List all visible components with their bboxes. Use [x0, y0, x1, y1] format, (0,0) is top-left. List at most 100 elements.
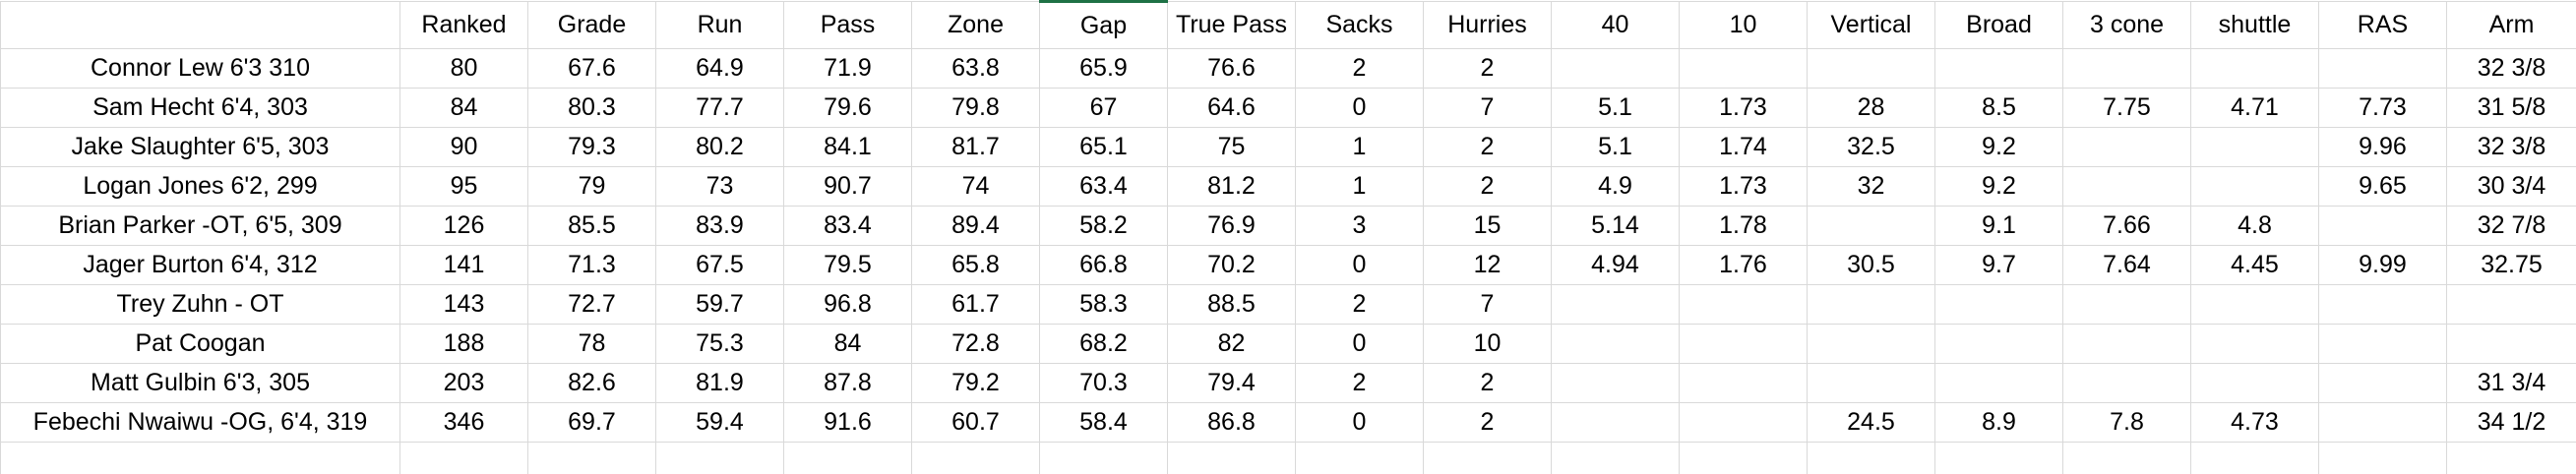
- cell[interactable]: 30 3/4: [2446, 166, 2576, 207]
- cell[interactable]: 32.75: [2446, 245, 2576, 285]
- cell[interactable]: 2: [1423, 402, 1552, 443]
- cell[interactable]: 7.66: [2062, 206, 2191, 246]
- header-cell[interactable]: shuttle: [2190, 1, 2319, 49]
- cell[interactable]: 79.5: [783, 245, 912, 285]
- empty-cell[interactable]: [1295, 442, 1424, 474]
- cell[interactable]: [2318, 48, 2447, 89]
- cell[interactable]: 8.5: [1934, 88, 2063, 128]
- cell[interactable]: 7.64: [2062, 245, 2191, 285]
- cell[interactable]: [1679, 363, 1808, 403]
- header-cell[interactable]: Gap: [1039, 0, 1168, 49]
- player-name[interactable]: Logan Jones 6'2, 299: [0, 166, 400, 207]
- cell[interactable]: [1679, 48, 1808, 89]
- cell[interactable]: [1934, 284, 2063, 325]
- cell[interactable]: 2: [1423, 166, 1552, 207]
- empty-cell[interactable]: [0, 442, 400, 474]
- cell[interactable]: [2446, 284, 2576, 325]
- cell[interactable]: 2: [1295, 284, 1424, 325]
- cell[interactable]: 64.6: [1167, 88, 1296, 128]
- cell[interactable]: 0: [1295, 245, 1424, 285]
- cell[interactable]: 7: [1423, 88, 1552, 128]
- header-cell[interactable]: Zone: [911, 1, 1040, 49]
- cell[interactable]: 76.9: [1167, 206, 1296, 246]
- cell[interactable]: [2190, 284, 2319, 325]
- header-cell[interactable]: 10: [1679, 1, 1808, 49]
- cell[interactable]: 2: [1295, 363, 1424, 403]
- cell[interactable]: [1679, 284, 1808, 325]
- cell[interactable]: 9.7: [1934, 245, 2063, 285]
- empty-cell[interactable]: [911, 442, 1040, 474]
- cell[interactable]: 63.4: [1039, 166, 1168, 207]
- cell[interactable]: 84.1: [783, 127, 912, 167]
- empty-cell[interactable]: [1423, 442, 1552, 474]
- cell[interactable]: 143: [399, 284, 528, 325]
- cell[interactable]: 90: [399, 127, 528, 167]
- cell[interactable]: 9.99: [2318, 245, 2447, 285]
- cell[interactable]: [1551, 284, 1680, 325]
- cell[interactable]: [2190, 166, 2319, 207]
- empty-cell[interactable]: [1551, 442, 1680, 474]
- cell[interactable]: 0: [1295, 88, 1424, 128]
- player-name[interactable]: Jager Burton 6'4, 312: [0, 245, 400, 285]
- cell[interactable]: 58.3: [1039, 284, 1168, 325]
- cell[interactable]: 1.74: [1679, 127, 1808, 167]
- cell[interactable]: [2062, 363, 2191, 403]
- empty-cell[interactable]: [655, 442, 784, 474]
- header-cell[interactable]: Arm: [2446, 1, 2576, 49]
- cell[interactable]: [1551, 402, 1680, 443]
- header-cell[interactable]: [0, 1, 400, 49]
- cell[interactable]: 9.96: [2318, 127, 2447, 167]
- cell[interactable]: 1: [1295, 166, 1424, 207]
- cell[interactable]: [2190, 127, 2319, 167]
- cell[interactable]: 4.9: [1551, 166, 1680, 207]
- cell[interactable]: [1807, 206, 1935, 246]
- cell[interactable]: [1551, 324, 1680, 364]
- cell[interactable]: 2: [1423, 127, 1552, 167]
- cell[interactable]: 31 3/4: [2446, 363, 2576, 403]
- cell[interactable]: 90.7: [783, 166, 912, 207]
- cell[interactable]: 64.9: [655, 48, 784, 89]
- empty-cell[interactable]: [399, 442, 528, 474]
- cell[interactable]: 61.7: [911, 284, 1040, 325]
- cell[interactable]: [2318, 206, 2447, 246]
- cell[interactable]: 67.6: [527, 48, 656, 89]
- cell[interactable]: 79.8: [911, 88, 1040, 128]
- cell[interactable]: 10: [1423, 324, 1552, 364]
- cell[interactable]: 7.75: [2062, 88, 2191, 128]
- cell[interactable]: 7: [1423, 284, 1552, 325]
- cell[interactable]: 5.1: [1551, 127, 1680, 167]
- cell[interactable]: 65.1: [1039, 127, 1168, 167]
- cell[interactable]: 95: [399, 166, 528, 207]
- cell[interactable]: 0: [1295, 324, 1424, 364]
- cell[interactable]: 58.4: [1039, 402, 1168, 443]
- cell[interactable]: 69.7: [527, 402, 656, 443]
- cell[interactable]: 70.2: [1167, 245, 1296, 285]
- player-name[interactable]: Trey Zuhn - OT: [0, 284, 400, 325]
- header-cell[interactable]: 40: [1551, 1, 1680, 49]
- cell[interactable]: 67: [1039, 88, 1168, 128]
- cell[interactable]: 5.1: [1551, 88, 1680, 128]
- cell[interactable]: 89.4: [911, 206, 1040, 246]
- header-cell[interactable]: Vertical: [1807, 1, 1935, 49]
- cell[interactable]: 86.8: [1167, 402, 1296, 443]
- cell[interactable]: [1807, 48, 1935, 89]
- cell[interactable]: 5.14: [1551, 206, 1680, 246]
- cell[interactable]: [2318, 402, 2447, 443]
- cell[interactable]: 2: [1423, 363, 1552, 403]
- cell[interactable]: [1551, 363, 1680, 403]
- cell[interactable]: 9.2: [1934, 166, 2063, 207]
- empty-cell[interactable]: [1167, 442, 1296, 474]
- player-name[interactable]: Jake Slaughter 6'5, 303: [0, 127, 400, 167]
- cell[interactable]: [2062, 166, 2191, 207]
- cell[interactable]: 59.7: [655, 284, 784, 325]
- cell[interactable]: 4.73: [2190, 402, 2319, 443]
- cell[interactable]: 3: [1295, 206, 1424, 246]
- cell[interactable]: 82: [1167, 324, 1296, 364]
- cell[interactable]: 83.4: [783, 206, 912, 246]
- header-cell[interactable]: Run: [655, 1, 784, 49]
- cell[interactable]: 24.5: [1807, 402, 1935, 443]
- cell[interactable]: [1551, 48, 1680, 89]
- cell[interactable]: 7.8: [2062, 402, 2191, 443]
- cell[interactable]: 77.7: [655, 88, 784, 128]
- cell[interactable]: [2062, 324, 2191, 364]
